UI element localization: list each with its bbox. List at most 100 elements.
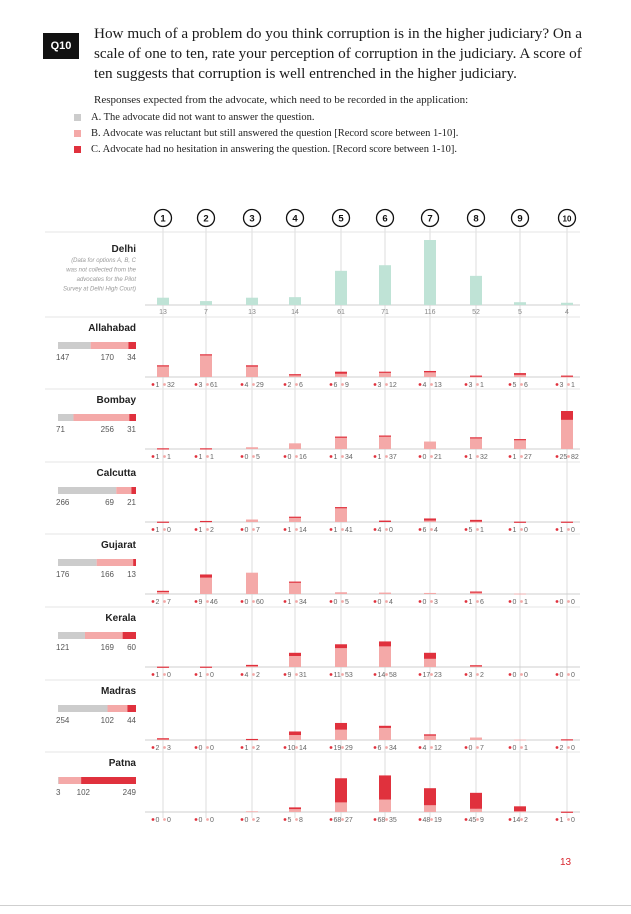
madras-dot-b-8	[476, 746, 479, 749]
calcutta-dot-b-8	[476, 528, 479, 531]
gujarat-value-b-3: 60	[256, 599, 264, 606]
question-number-badge: Q10	[43, 33, 79, 59]
bombay-value-b-2: 1	[210, 454, 214, 461]
gujarat-bar-b-9	[514, 593, 526, 595]
kerala-value-c-4: 9	[288, 672, 292, 679]
madras-dot-c-4	[283, 746, 287, 749]
kerala-value-c-5: 11	[334, 672, 341, 679]
patna-summary-b	[58, 777, 82, 784]
allahabad-bar-b-3	[246, 366, 258, 377]
calcutta-bar-b-3	[246, 519, 258, 522]
delhi-note-line: Survey at Delhi High Court)	[63, 287, 136, 293]
kerala-bar-b-8	[470, 666, 482, 668]
bombay-name: Bombay	[97, 395, 137, 406]
bombay-dot-b-2	[206, 455, 209, 458]
calcutta-value-c-10: 1	[560, 527, 564, 534]
calcutta-value-c-8: 5	[469, 527, 473, 534]
gujarat-value-b-7: 3	[434, 599, 438, 606]
kerala-value-b-3: 2	[256, 672, 260, 679]
calcutta-bar-c-8	[470, 519, 482, 522]
calcutta-value-c-3: 0	[245, 527, 249, 534]
allahabad-value-c-6: 3	[378, 382, 382, 389]
kerala-dot-c-4	[283, 673, 287, 676]
gujarat-value-c-8: 1	[469, 599, 473, 606]
madras-value-c-3: 1	[245, 745, 249, 752]
score-label-5: 5	[338, 214, 344, 225]
gujarat-bar-c-8	[470, 591, 482, 593]
kerala-bar-c-6	[379, 641, 391, 647]
gujarat-dot-c-9	[508, 600, 512, 603]
patna-summary-a	[58, 777, 59, 784]
calcutta-bar-b-8	[470, 521, 482, 523]
calcutta-dot-b-1	[163, 528, 166, 531]
gujarat-value-b-2: 46	[210, 599, 218, 606]
madras-summary-b	[107, 705, 128, 712]
bombay-value-b-3: 5	[256, 454, 260, 461]
gujarat-bar-b-3	[246, 572, 258, 594]
patna-dot-b-2	[206, 818, 209, 821]
calcutta-bar-c-10	[561, 521, 573, 523]
madras-bar-c-1	[157, 738, 169, 740]
allahabad-dot-c-8	[464, 383, 468, 386]
delhi-bar-7	[424, 240, 436, 305]
calcutta-value-b-4: 14	[299, 527, 307, 534]
bombay-dot-b-7	[430, 455, 433, 458]
allahabad-dot-c-5	[329, 383, 333, 386]
bombay-dot-c-1	[151, 455, 155, 458]
patna-dot-c-2	[194, 818, 198, 821]
patna-value-c-7: 48	[423, 817, 431, 824]
bombay-summary-b-value: 256	[101, 425, 115, 434]
delhi-note-line: (Data for options A, B, C	[71, 258, 136, 264]
kerala-value-c-8: 3	[469, 672, 473, 679]
bombay-dot-c-6	[373, 455, 377, 458]
bombay-bar-b-5	[335, 436, 347, 449]
madras-summary-c	[127, 705, 136, 712]
patna-dot-c-4	[283, 818, 287, 821]
allahabad-summary-a-value: 147	[56, 353, 70, 362]
calcutta-dot-b-5	[341, 528, 344, 531]
score-label-9: 9	[517, 214, 522, 225]
allahabad-dot-b-4	[295, 383, 298, 386]
kerala-value-c-2: 1	[199, 672, 203, 679]
question-text: How much of a problem do you think corru…	[94, 25, 583, 82]
legend-label-c: C. Advocate had no hesitation in answeri…	[91, 144, 457, 155]
madras-value-c-7: 4	[423, 745, 427, 752]
gujarat-dot-c-7	[418, 600, 422, 603]
madras-bar-c-10	[561, 739, 573, 741]
madras-value-b-4: 14	[299, 745, 307, 752]
patna-value-b-5: 27	[345, 817, 353, 824]
calcutta-bar-b-4	[289, 517, 301, 522]
legend-item-a: A. The advocate did not want to answer t…	[74, 112, 314, 123]
madras-value-c-8: 0	[469, 745, 473, 752]
bombay-value-c-7: 0	[423, 454, 427, 461]
kerala-dot-c-10	[555, 673, 559, 676]
gujarat-dot-b-8	[476, 600, 479, 603]
madras-value-b-10: 0	[571, 745, 575, 752]
madras-bar-c-7	[424, 734, 436, 736]
calcutta-dot-b-4	[295, 528, 298, 531]
calcutta-value-c-6: 4	[378, 527, 382, 534]
kerala-value-b-7: 23	[434, 672, 442, 679]
gujarat-value-c-10: 0	[560, 599, 564, 606]
bombay-bar-c-2	[200, 448, 212, 450]
bombay-value-c-9: 1	[513, 454, 517, 461]
calcutta-dot-c-4	[283, 528, 287, 531]
allahabad-name: Allahabad	[88, 323, 136, 334]
kerala-bar-b-4	[289, 655, 301, 667]
allahabad-value-b-9: 6	[524, 382, 528, 389]
score-label-1: 1	[160, 214, 166, 225]
gujarat-value-c-2: 9	[199, 599, 203, 606]
kerala-value-b-8: 2	[480, 672, 484, 679]
patna-bar-b-5	[335, 802, 347, 812]
bombay-value-c-8: 1	[469, 454, 473, 461]
patna-dot-b-3	[252, 818, 255, 821]
gujarat-value-b-9: 1	[524, 599, 528, 606]
calcutta-dot-c-7	[418, 528, 422, 531]
kerala-value-c-6: 14	[378, 672, 386, 679]
kerala-summary-a	[58, 632, 85, 639]
madras-name: Madras	[101, 686, 136, 697]
patna-bar-b-8	[470, 808, 482, 812]
bombay-dot-b-8	[476, 455, 479, 458]
legend-label-a: A. The advocate did not want to answer t…	[91, 112, 315, 123]
